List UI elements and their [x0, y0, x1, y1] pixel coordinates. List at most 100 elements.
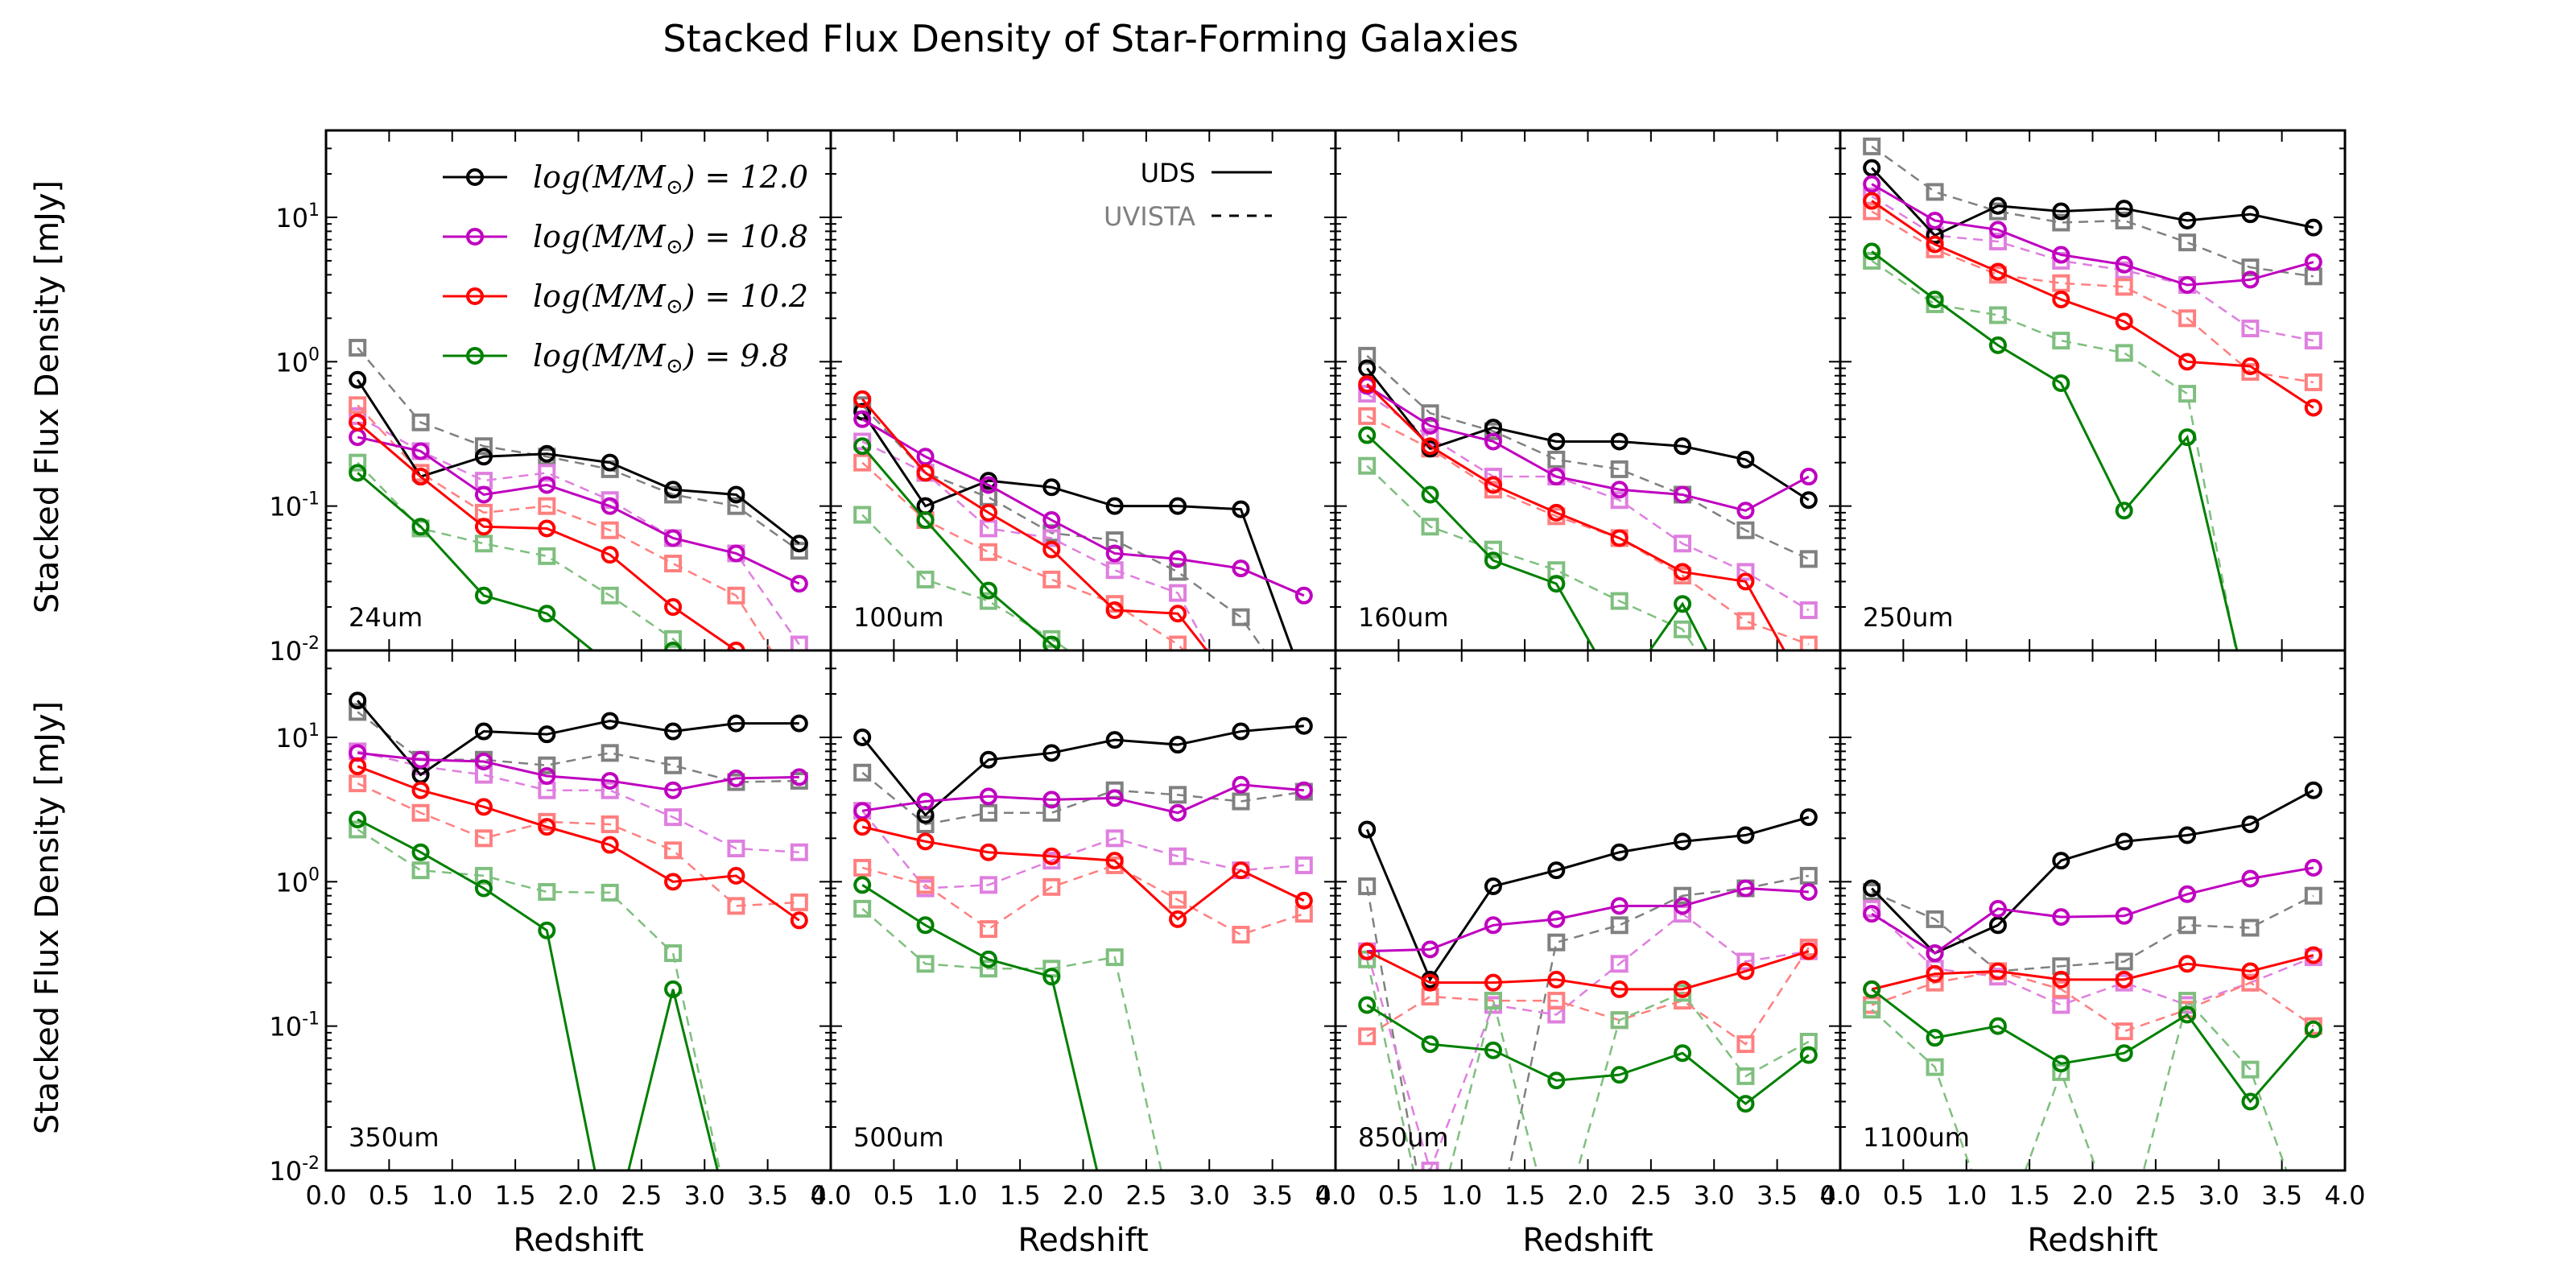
uvista-point	[538, 756, 556, 774]
uds-series-line	[1365, 815, 1810, 983]
panel-frame	[829, 649, 1337, 1172]
uvista-point	[2178, 233, 2197, 252]
uds-point	[1926, 1029, 1944, 1047]
uds-point	[1799, 808, 1818, 827]
uvista-series-line	[1366, 464, 1698, 650]
panel-frame	[324, 129, 832, 652]
uds-point	[1547, 970, 1566, 989]
uds-point	[349, 464, 367, 482]
uds-point	[1674, 832, 1692, 851]
uds-point	[2052, 246, 2070, 264]
uvista-point	[1294, 856, 1313, 874]
uvista-point	[2241, 919, 2260, 937]
uds-point	[1674, 595, 1692, 613]
uds-point	[1232, 559, 1250, 578]
uds-point	[603, 657, 617, 671]
panel-frame	[829, 129, 1337, 652]
uvista-point	[1232, 926, 1250, 944]
y-tick-label: 100	[275, 345, 320, 378]
uds-point	[2178, 275, 2197, 294]
uvista-point	[979, 960, 997, 978]
uvista-point	[349, 396, 367, 415]
uds-series-line	[1366, 434, 1708, 650]
uvista-point	[2115, 344, 2133, 362]
uds-point	[729, 1239, 743, 1253]
x-axis-label: Redshift	[2027, 1222, 2157, 1259]
x-tick-label: 1.5	[495, 1180, 536, 1211]
x-axis-label: Redshift	[513, 1222, 643, 1259]
legend-label: log(M/M⊙) = 10.2	[533, 279, 808, 319]
uvista-point	[727, 897, 745, 915]
uvista-point	[2178, 309, 2197, 328]
uvista-point	[2115, 261, 2133, 279]
uds-point	[1610, 481, 1629, 499]
uds-point	[2115, 970, 2133, 989]
band-label: 850um	[1358, 1122, 1449, 1153]
uvista-series-line	[861, 461, 1186, 650]
uds-point	[1674, 563, 1692, 581]
uds-point	[2241, 869, 2260, 888]
uvista-point	[790, 843, 808, 861]
uvista-point	[727, 839, 745, 857]
uvista-point	[1421, 988, 1439, 1006]
uds-point	[2178, 955, 2197, 973]
uds-point	[538, 766, 556, 785]
uds-series-line	[357, 700, 799, 777]
band-label: 100um	[853, 602, 944, 633]
uds-point	[2115, 906, 2133, 925]
uds-point	[790, 535, 808, 553]
uds-point	[1799, 468, 1818, 486]
y-tick-exponent: -2	[302, 634, 320, 654]
uds-point	[1294, 891, 1313, 910]
uds-point	[2115, 832, 2133, 851]
uds-point	[1610, 843, 1629, 861]
uds-point	[1988, 899, 2007, 918]
uds-point	[2052, 1055, 2070, 1073]
uvista-point	[1736, 563, 1755, 581]
panel-data	[1358, 346, 1818, 701]
uvista-point	[1169, 584, 1187, 602]
uds-point	[474, 586, 493, 605]
uds-series-line	[357, 436, 800, 585]
uvista-point	[538, 547, 556, 565]
uds-point	[2241, 270, 2260, 289]
uds-point	[538, 444, 556, 463]
uds-point	[1674, 1044, 1692, 1063]
uds-series-line	[861, 411, 1294, 650]
uds-point	[411, 518, 430, 536]
uvista-point	[1736, 521, 1755, 539]
uds-point	[2115, 1044, 2133, 1063]
uds-point	[2241, 357, 2260, 375]
uvista-series-line	[861, 514, 1071, 650]
y-tick-label: 10-1	[269, 489, 320, 522]
band-label: 250um	[1863, 602, 1954, 633]
uds-point	[1863, 879, 1881, 898]
uvista-point	[664, 944, 683, 963]
uds-series-line	[1871, 988, 2314, 1104]
panel-frame	[1334, 649, 1842, 1172]
uds-point	[1484, 916, 1502, 935]
uds-point	[1042, 968, 1061, 986]
uds-series-line	[861, 418, 1305, 597]
uvista-point	[1105, 561, 1124, 580]
uvista-point	[853, 899, 872, 918]
band-label: 1100um	[1863, 1122, 1970, 1153]
uds-point	[1802, 687, 1816, 701]
uds-point	[474, 753, 493, 771]
uvista-point	[729, 687, 743, 701]
x-tick-label: 0.0	[811, 1180, 852, 1211]
uds-point	[601, 836, 619, 854]
uds-point	[727, 544, 745, 563]
uds-point	[1926, 290, 1944, 308]
x-tick-label: 0.0	[306, 1180, 347, 1211]
uds-point	[1105, 852, 1124, 870]
uds-point	[1484, 551, 1502, 570]
uvista-point	[1421, 428, 1439, 447]
uds-point	[790, 575, 808, 593]
uds-point	[1674, 485, 1692, 504]
uds-point	[1988, 221, 2007, 239]
y-tick-exponent: 1	[308, 200, 320, 221]
y-tick-label: 10-2	[269, 1154, 320, 1187]
